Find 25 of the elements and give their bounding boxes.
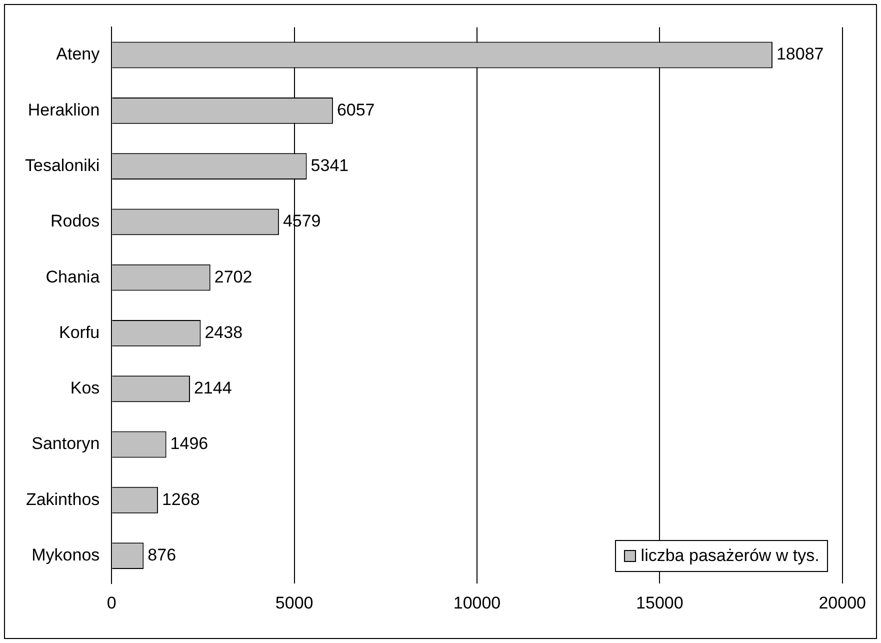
data-label: 18087 (776, 44, 824, 64)
x-tick-label: 15000 (636, 593, 684, 612)
y-tick-label: Korfu (59, 322, 100, 342)
legend-label: liczba pasażerów w tys. (640, 546, 820, 566)
y-tick-label: Zakinthos (26, 490, 100, 509)
y-tick-label: Santoryn (32, 434, 100, 454)
x-tick-label: 20000 (818, 593, 866, 612)
y-tick-label: Mykonos (32, 545, 100, 564)
data-label: 2702 (214, 267, 252, 286)
x-tick-label: 0 (106, 593, 116, 612)
data-label: 2438 (204, 322, 243, 342)
y-tick-label: Rodos (50, 212, 100, 231)
x-tick-label: 5000 (275, 593, 314, 612)
y-tick-label: Kos (70, 378, 100, 398)
x-tick-label: 10000 (453, 593, 501, 612)
data-label: 1268 (162, 490, 200, 509)
y-tick-label: Tesaloniki (24, 156, 100, 175)
data-label: 6057 (336, 100, 375, 120)
data-label: 2144 (194, 378, 232, 398)
data-label: 1496 (170, 434, 208, 454)
data-label: 5341 (310, 156, 349, 175)
y-tick-label: Heraklion (28, 100, 100, 120)
data-label: 876 (148, 545, 176, 564)
y-tick-label: Ateny (56, 44, 100, 64)
y-tick-label: Chania (46, 267, 100, 286)
